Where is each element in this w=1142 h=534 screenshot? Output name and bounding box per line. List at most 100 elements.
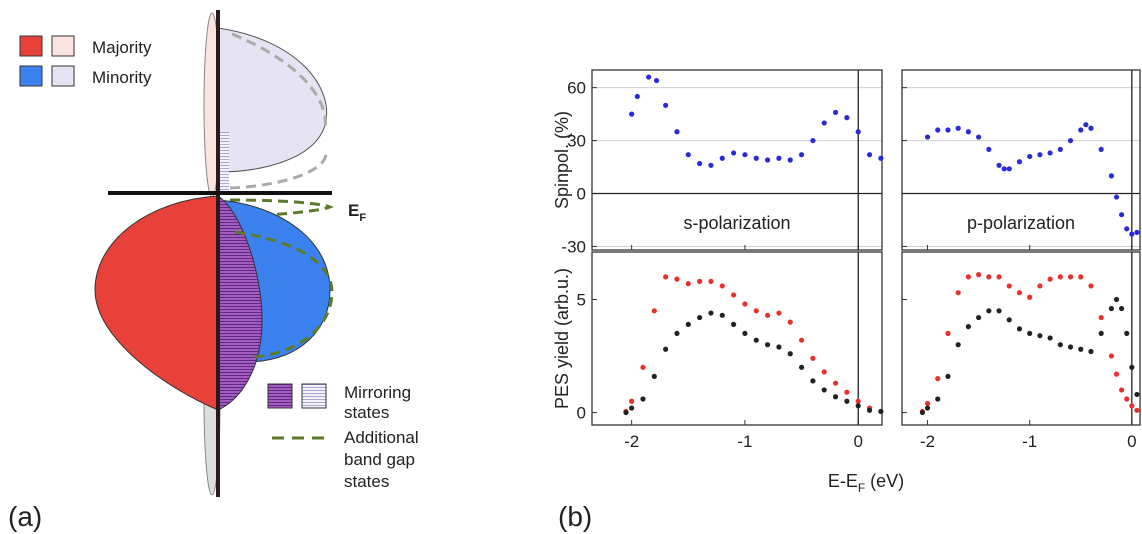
data-point: [731, 292, 737, 298]
data-point: [965, 274, 971, 280]
subplot: 0 5 -2 -1 0 PES yield (arb.u.): [552, 251, 884, 451]
data-point: [924, 400, 931, 407]
data-point: [1083, 122, 1089, 128]
legend-label: Minority: [92, 68, 152, 87]
data-point: [640, 396, 646, 402]
mirroring-strip: [218, 132, 229, 193]
data-point: [764, 312, 771, 318]
data-point: [663, 346, 669, 352]
data-point: [1067, 274, 1074, 280]
data-point: [821, 120, 827, 126]
data-point: [1027, 294, 1033, 300]
y-tick-label: 0: [577, 404, 586, 423]
schematic: Majority Minority EF Mirroring states Ad…: [19, 10, 419, 497]
data-point: [1001, 166, 1007, 172]
dashed-curve: [231, 32, 328, 131]
data-point: [1057, 146, 1063, 153]
data-point: [1037, 283, 1043, 289]
legend-label: Additional: [344, 428, 419, 447]
gap-state-curve: [234, 230, 334, 359]
dashed-curve: [229, 149, 328, 190]
legend-label: states: [344, 403, 389, 422]
x-tick-label: -1: [1022, 432, 1037, 451]
annotation-bg: [665, 208, 809, 236]
data-point: [1078, 274, 1084, 280]
data-point: [685, 321, 691, 327]
y-tick-label: 5: [577, 290, 586, 309]
legend-label: Mirroring: [344, 383, 411, 402]
data-point: [976, 272, 982, 278]
data-point: [821, 387, 827, 393]
majority-lobe: [94, 195, 219, 411]
data-point: [787, 319, 793, 325]
x-label-unit: (eV): [865, 471, 904, 491]
data-point: [708, 278, 714, 284]
x-tick-label: -2: [920, 432, 935, 451]
data-point: [945, 373, 951, 379]
data-point: [742, 152, 748, 158]
plot-frame: [901, 251, 1141, 426]
x-tick-label: 0: [853, 432, 862, 451]
data-point: [753, 308, 759, 314]
fermi-label: EF: [348, 201, 366, 224]
data-point: [651, 308, 657, 314]
legend-swatch: [51, 35, 75, 57]
data-point: [919, 409, 926, 416]
data-point: [1113, 194, 1120, 200]
data-point: [1047, 150, 1053, 156]
annotation: p-polarization: [967, 213, 1075, 233]
data-point: [1037, 333, 1043, 339]
data-point: [1027, 153, 1033, 160]
data-point: [629, 398, 635, 404]
mirroring-lobe: [217, 195, 263, 411]
x-axis-label: E-EF (eV): [828, 471, 904, 495]
plot-area: [592, 252, 882, 425]
data-point: [719, 155, 725, 161]
y-tick-label: -30: [561, 237, 586, 256]
data-point: [986, 146, 992, 153]
data-point: [1078, 346, 1084, 352]
data-point: [776, 344, 782, 350]
legend-swatch: [19, 65, 43, 87]
data-point: [1047, 335, 1053, 341]
data-point: [753, 337, 759, 343]
data-point: [924, 134, 931, 140]
data-point: [844, 389, 850, 395]
data-point: [776, 155, 782, 161]
data-point: [708, 310, 714, 316]
data-point: [764, 157, 771, 163]
data-point: [719, 312, 725, 318]
data-point: [663, 102, 669, 108]
data-point: [1124, 330, 1130, 337]
data-point: [866, 152, 873, 158]
data-point: [965, 129, 971, 135]
data-point: [810, 378, 816, 384]
data-point: [1088, 348, 1094, 355]
data-point: [742, 330, 748, 337]
data-point: [708, 162, 714, 168]
fermi-main: E: [348, 201, 359, 220]
legend-label: Majority: [92, 38, 152, 57]
data-point: [1119, 212, 1125, 218]
data-point: [945, 127, 951, 133]
data-point: [955, 125, 961, 131]
data-point: [955, 342, 961, 348]
data-point: [945, 330, 951, 337]
data-point: [986, 274, 992, 280]
data-point: [1088, 283, 1094, 289]
x-tick-label: -1: [737, 432, 752, 451]
data-point: [976, 134, 982, 140]
data-point: [1006, 283, 1012, 289]
data-point: [685, 281, 691, 287]
data-point: [1124, 396, 1130, 402]
data-point: [1129, 231, 1135, 237]
data-point: [996, 162, 1002, 168]
data-point: [965, 324, 971, 330]
data-point: [855, 398, 861, 404]
data-point: [798, 152, 805, 158]
x-tick-label: -2: [624, 432, 639, 451]
data-point: [1129, 403, 1135, 409]
data-point: [1134, 229, 1140, 235]
data-point: [646, 74, 652, 80]
data-point: [1124, 226, 1130, 232]
